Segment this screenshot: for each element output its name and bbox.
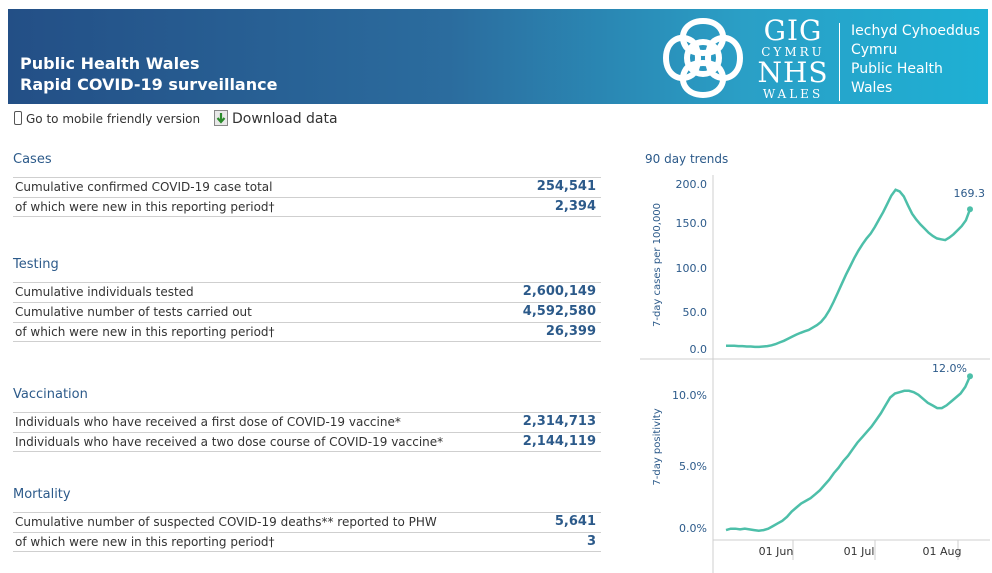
cases-cumulative-row: Cumulative confirmed COVID-19 case total…: [13, 177, 601, 197]
mortality-new-row: of which were new in this reporting peri…: [13, 532, 601, 552]
chart1-end-label: 169.3: [954, 187, 986, 200]
date-label: 01 Aug: [923, 545, 962, 558]
chart2-positivity-line: [725, 375, 972, 532]
testing-section-title: Testing: [13, 257, 59, 272]
stat-label: Cumulative confirmed COVID-19 case total: [15, 180, 273, 194]
stat-value: 2,144,119: [522, 434, 596, 449]
stat-value: 3: [586, 534, 596, 549]
date-label: 01 Jul: [844, 545, 875, 558]
stat-label: of which were new in this reporting peri…: [15, 535, 275, 549]
chart1-tick-label: 0.0: [690, 343, 708, 356]
stat-label: Cumulative number of suspected COVID-19 …: [15, 515, 437, 529]
chart2-tick-label: 0.0%: [679, 522, 707, 535]
stat-label: Individuals who have received a two dose…: [15, 435, 444, 449]
chart2-ylabel: 7-day positivity: [652, 408, 663, 485]
vaccination-table: Individuals who have received a first do…: [13, 412, 601, 452]
celtic-knot-logo-icon: [662, 17, 744, 99]
chart2-tick-label: 10.0%: [672, 389, 707, 402]
nhs-wales-logo: GIG CYMRU NHS WALES: [753, 14, 833, 102]
vaccination-first-dose-row: Individuals who have received a first do…: [13, 412, 601, 432]
download-icon: [214, 110, 228, 126]
logo-text-line1: Iechyd Cyhoeddus: [851, 23, 980, 39]
stat-label: of which were new in this reporting peri…: [15, 200, 275, 214]
chart2-tick-label: 5.0%: [679, 460, 707, 473]
page-title: Public Health Wales Rapid COVID-19 surve…: [20, 53, 277, 95]
vaccination-two-dose-row: Individuals who have received a two dose…: [13, 432, 601, 452]
chart1-ylabel: 7-day cases per 100,000: [652, 203, 663, 327]
vaccination-section-title: Vaccination: [13, 387, 88, 402]
testing-table: Cumulative individuals tested 2,600,149 …: [13, 282, 601, 342]
testing-new-row: of which were new in this reporting peri…: [13, 322, 601, 342]
stat-value: 5,641: [554, 514, 596, 529]
mobile-version-label: Go to mobile friendly version: [26, 112, 201, 126]
trend-charts-svg: 7-day cases per 100,000 200.0 150.0 100.…: [640, 175, 990, 573]
mortality-section-title: Mortality: [13, 487, 71, 502]
testing-individuals-row: Cumulative individuals tested 2,600,149: [13, 282, 601, 302]
trends-title: 90 day trends: [645, 152, 729, 166]
stat-label: Cumulative number of tests carried out: [15, 305, 252, 319]
page-title-line2: Rapid COVID-19 surveillance: [20, 75, 278, 94]
chart1-tick-label: 50.0: [683, 306, 708, 319]
stat-value: 254,541: [536, 179, 596, 194]
mobile-version-link[interactable]: Go to mobile friendly version: [14, 111, 200, 126]
download-data-link[interactable]: Download data: [214, 110, 338, 127]
site-header: Public Health Wales Rapid COVID-19 surve…: [8, 9, 988, 104]
cases-new-row: of which were new in this reporting peri…: [13, 197, 601, 217]
chart2-end-label: 12.0%: [932, 362, 967, 375]
logo-wales: WALES: [762, 87, 824, 101]
stat-label: Cumulative individuals tested: [15, 285, 194, 299]
stat-label: Individuals who have received a first do…: [15, 415, 401, 429]
cases-section-title: Cases: [13, 152, 52, 167]
download-data-label: Download data: [232, 111, 338, 127]
stat-label: of which were new in this reporting peri…: [15, 325, 275, 339]
chart1-end-point: [967, 206, 973, 213]
page-title-line1: Public Health Wales: [20, 54, 200, 73]
logo-divider: [839, 23, 840, 101]
stat-value: 2,600,149: [522, 284, 596, 299]
chart2-end-point: [967, 373, 973, 380]
trend-charts: 7-day cases per 100,000 200.0 150.0 100.…: [640, 175, 990, 573]
chart1-tick-label: 100.0: [676, 262, 708, 275]
logo-cymru: CYMRU: [761, 45, 825, 59]
testing-tests-row: Cumulative number of tests carried out 4…: [13, 302, 601, 322]
chart1-tick-label: 150.0: [676, 217, 708, 230]
mortality-table: Cumulative number of suspected COVID-19 …: [13, 512, 601, 552]
logo-text-line3: Public Health: [851, 61, 943, 77]
cases-table: Cumulative confirmed COVID-19 case total…: [13, 177, 601, 217]
chart1-cases-line: [726, 188, 972, 349]
stat-value: 2,394: [554, 199, 596, 214]
mobile-phone-icon: [14, 111, 22, 125]
logo-text-line2: Cymru: [851, 42, 898, 58]
stat-value: 2,314,713: [522, 414, 596, 429]
date-label: 01 Jun: [759, 545, 794, 558]
stat-value: 26,399: [545, 324, 596, 339]
logo-gig: GIG: [763, 14, 823, 47]
stat-value: 4,592,580: [522, 304, 596, 319]
chart1-tick-label: 200.0: [676, 178, 708, 191]
logo-text-line4: Wales: [851, 80, 893, 96]
logo-nhs: NHS: [757, 56, 829, 89]
mortality-cumulative-row: Cumulative number of suspected COVID-19 …: [13, 512, 601, 532]
organisation-name: Iechyd Cyhoeddus Cymru Public Health Wal…: [851, 22, 980, 98]
